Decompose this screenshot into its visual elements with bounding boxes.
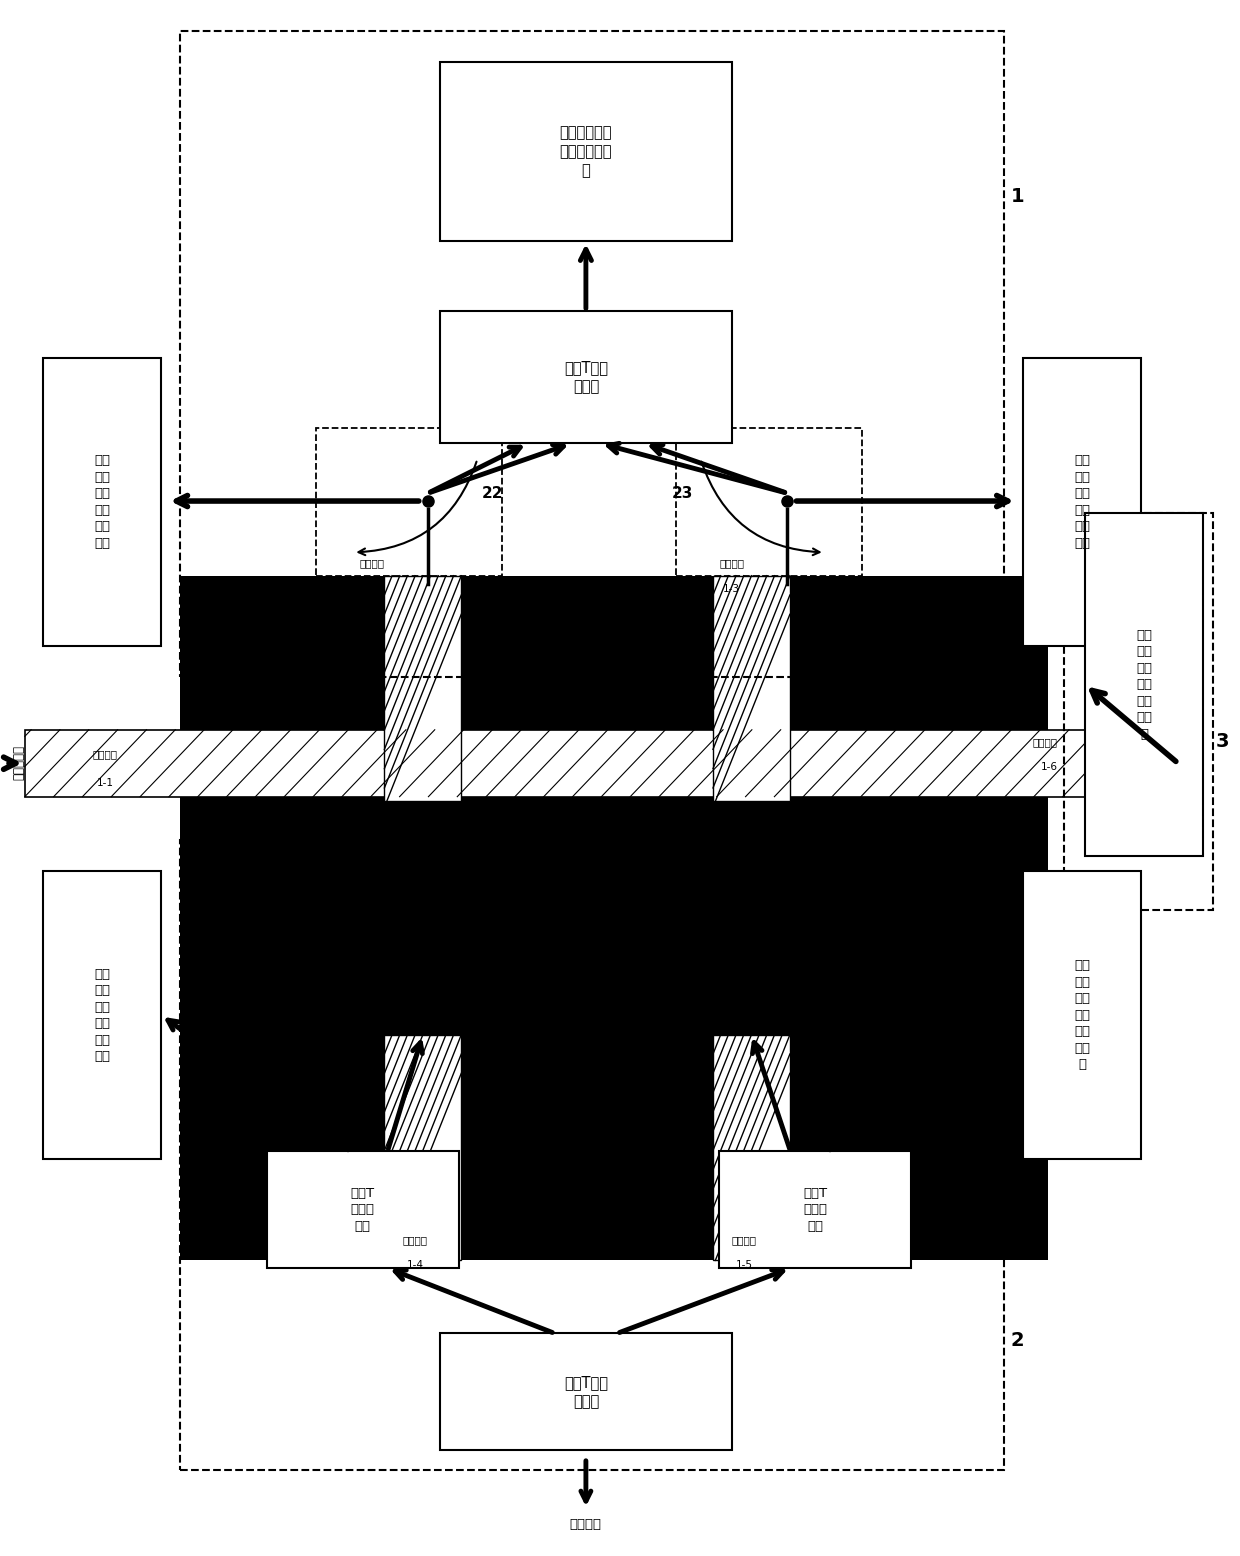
Text: 2: 2 (1011, 1330, 1024, 1351)
Bar (719, 1151, 911, 1268)
Bar (180, 840, 1004, 1470)
Text: 1-4: 1-4 (407, 1260, 424, 1270)
Text: 1: 1 (1011, 187, 1024, 207)
Text: 第一端口: 第一端口 (1033, 738, 1058, 747)
Text: 1-5: 1-5 (735, 1260, 753, 1270)
Bar (316, 428, 502, 576)
Text: 一号T型结
功合器: 一号T型结 功合器 (564, 361, 608, 394)
Bar (267, 1151, 459, 1268)
Text: 三号直接式热
电式功率传感
器: 三号直接式热 电式功率传感 器 (559, 124, 613, 179)
Text: 3: 3 (1215, 731, 1229, 752)
Bar (1023, 358, 1141, 646)
Bar (440, 1333, 732, 1450)
Text: 第一端口: 第一端口 (360, 559, 384, 568)
Text: 四号T型结
功分器: 四号T型结 功分器 (564, 1376, 608, 1408)
Bar (43, 871, 161, 1159)
Text: 1-1: 1-1 (97, 778, 114, 787)
Bar (713, 576, 790, 801)
Bar (1085, 513, 1203, 856)
Text: 23: 23 (671, 485, 693, 501)
Text: 第一端口: 第一端口 (732, 1235, 756, 1245)
Text: 第一端口: 第一端口 (403, 1235, 428, 1245)
Bar (25, 730, 1178, 797)
Bar (440, 62, 732, 241)
Text: 四号
直接
热电
式功
率传
感器: 四号 直接 热电 式功 率传 感器 (94, 968, 110, 1063)
Bar (43, 358, 161, 646)
Bar (1064, 513, 1213, 910)
Text: 六号
直接
式热
电式
功率
传感
器: 六号 直接 式热 电式 功率 传感 器 (1136, 629, 1152, 741)
Text: 三号T
型结功
合器: 三号T 型结功 合器 (804, 1187, 827, 1232)
Text: 第一端口: 第一端口 (93, 750, 118, 759)
Bar (180, 576, 1048, 910)
Bar (180, 910, 1048, 1260)
Text: 毫米波信号: 毫米波信号 (12, 745, 25, 780)
Bar (180, 31, 1004, 677)
Text: 二号T
型结功
合器: 二号T 型结功 合器 (351, 1187, 374, 1232)
Text: 第一端口: 第一端口 (719, 559, 744, 568)
Text: 1-2: 1-2 (363, 584, 381, 593)
Bar (1023, 871, 1141, 1159)
Bar (384, 576, 461, 801)
Bar (713, 1035, 790, 1260)
Text: 1-6: 1-6 (1040, 762, 1058, 772)
Text: 1-3: 1-3 (723, 584, 740, 593)
Text: 参考信号: 参考信号 (569, 1519, 601, 1531)
Text: 22: 22 (481, 485, 503, 501)
Text: 五号
直接
式热
电式
功率
传感
器: 五号 直接 式热 电式 功率 传感 器 (1074, 960, 1090, 1071)
Bar (384, 1035, 461, 1260)
Text: 二号
直接
热电
式功
率传
感器: 二号 直接 热电 式功 率传 感器 (1074, 454, 1090, 549)
Bar (440, 311, 732, 443)
Bar (676, 428, 862, 576)
Text: 一号
直接
热电
式功
率传
感器: 一号 直接 热电 式功 率传 感器 (94, 454, 110, 549)
Text: 4: 4 (97, 780, 109, 798)
